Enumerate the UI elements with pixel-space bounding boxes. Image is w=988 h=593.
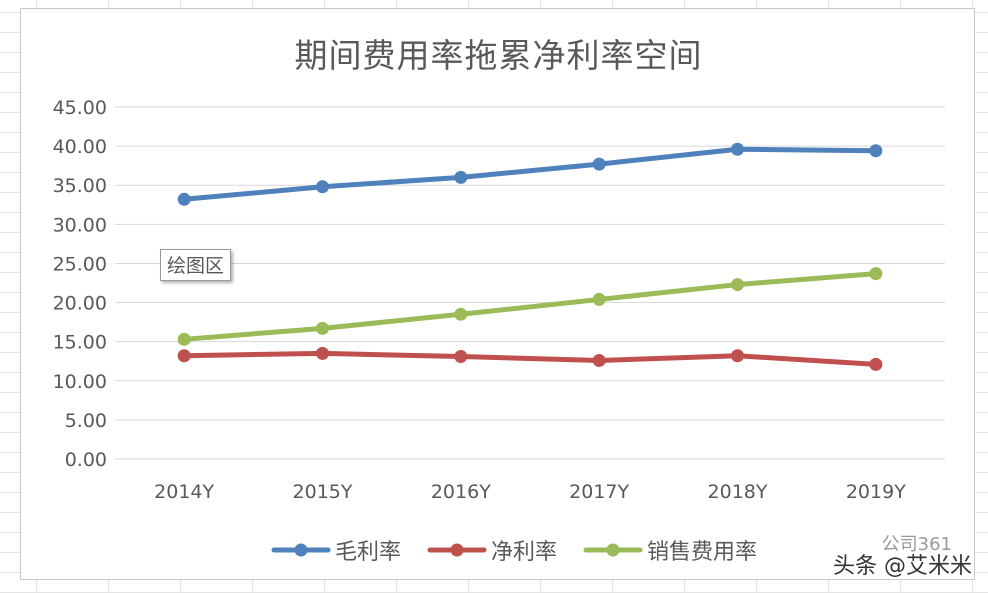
watermark: 头条 @艾米米	[833, 554, 972, 579]
data-point	[454, 307, 468, 321]
legend-swatch	[271, 543, 331, 557]
x-tick-label: 2016Y	[431, 481, 491, 503]
y-tick-label: 5.00	[65, 410, 107, 432]
x-tick-label: 2014Y	[154, 481, 214, 503]
y-tick-label: 40.00	[53, 136, 107, 158]
legend-item: 净利率	[427, 534, 557, 566]
data-point	[316, 346, 329, 360]
data-point	[177, 349, 191, 363]
data-point	[869, 357, 883, 371]
data-point	[731, 142, 744, 156]
y-tick-label: 30.00	[53, 214, 107, 236]
data-point	[177, 192, 191, 206]
y-tick-label: 35.00	[53, 175, 107, 197]
x-tick-label: 2019Y	[846, 481, 906, 503]
series-line-1	[181, 146, 879, 202]
y-tick-label: 0.00	[65, 449, 107, 471]
data-point	[731, 278, 744, 292]
data-point	[454, 170, 468, 184]
x-tick-label: 2018Y	[708, 481, 768, 503]
legend-label: 净利率	[491, 540, 558, 565]
y-tick-label: 10.00	[53, 371, 107, 393]
y-tick-label: 20.00	[53, 293, 107, 315]
series-line-3	[181, 271, 879, 342]
chart-area[interactable]: 期间费用率拖累净利率空间 0.00 5.00 10.00 15.00 20.00 25.0…	[20, 8, 975, 580]
legend-marker	[294, 543, 308, 557]
plot-area-tooltip: 绘图区	[160, 249, 232, 281]
data-point	[869, 267, 883, 281]
watermark-secondary: 公司361	[881, 534, 952, 555]
y-tick-label: 15.00	[53, 332, 107, 354]
x-tick-label: 2017Y	[569, 481, 629, 503]
legend-item: 销售费用率	[583, 534, 757, 566]
data-point	[177, 332, 191, 346]
data-point	[731, 349, 744, 363]
data-point	[316, 180, 329, 194]
legend: 毛利率 净利率 销售费用率	[271, 533, 757, 567]
legend-marker	[606, 543, 620, 557]
legend-marker	[450, 543, 464, 557]
plot-area[interactable]: 0.00 5.00 10.00 15.00 20.00 25.00 30.00 35.00 40…	[21, 9, 976, 581]
legend-label: 毛利率	[335, 540, 402, 565]
data-point	[592, 353, 606, 367]
legend-swatch	[427, 543, 487, 557]
legend-label: 销售费用率	[647, 540, 758, 565]
data-point	[316, 321, 329, 335]
series-line-2	[181, 350, 879, 367]
y-tick-label: 25.00	[53, 253, 107, 275]
legend-item: 毛利率	[271, 534, 401, 566]
y-tick-label: 45.00	[53, 97, 107, 119]
data-point	[869, 144, 883, 158]
legend-swatch	[583, 543, 643, 557]
data-point	[592, 157, 606, 171]
chart-title: 期间费用率拖累净利率空间	[294, 36, 703, 75]
data-point	[454, 350, 468, 364]
x-tick-label: 2015Y	[293, 481, 353, 503]
data-point	[592, 292, 606, 306]
